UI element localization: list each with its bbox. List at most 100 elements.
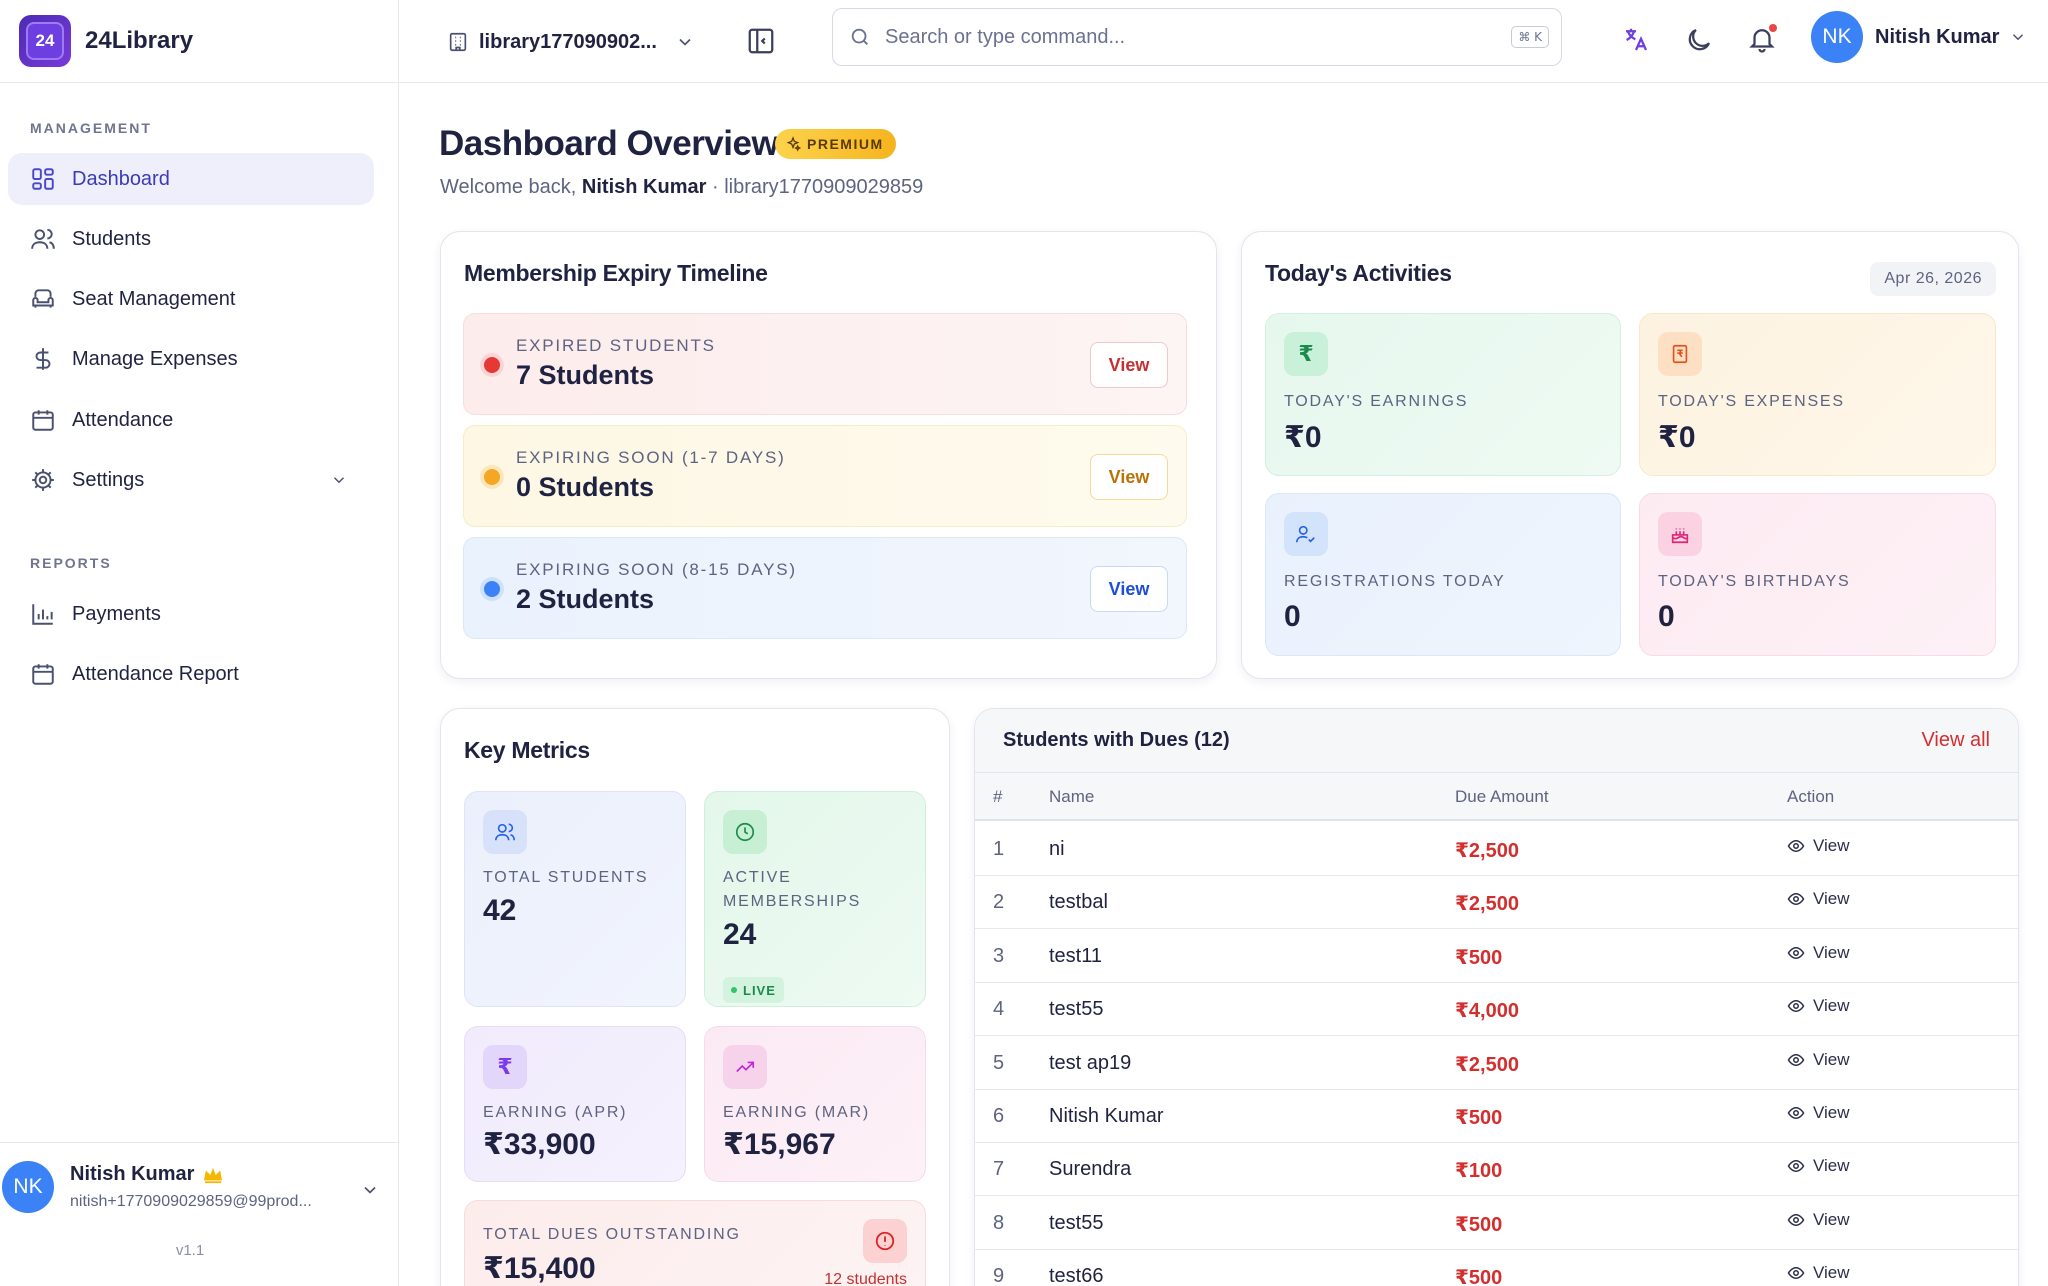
student-name: Surendra [1049, 1158, 1132, 1181]
sidebar-item-dashboard[interactable]: Dashboard [8, 153, 374, 205]
view-row-button[interactable]: View [1787, 889, 1850, 909]
todays-activities-card: Today's Activities Apr 26, 2026 ₹ TODAY'… [1241, 231, 2019, 679]
user-menu[interactable]: NK Nitish Kumar [1811, 11, 2027, 63]
due-amount: ₹500 [1455, 1267, 1503, 1286]
shortcut-hint: ⌘ K [1511, 26, 1549, 48]
membership-expiry-card: Membership Expiry Timeline EXPIRED STUDE… [440, 231, 1217, 679]
section-management: MANAGEMENT [30, 120, 152, 136]
row-value: 7 Students [516, 360, 655, 390]
chevron-down-icon[interactable] [330, 471, 348, 489]
sidebar-item-attendance[interactable]: Attendance [8, 394, 374, 446]
notification-dot [1769, 24, 1777, 32]
row-index: 1 [993, 838, 1005, 860]
total-dues-tile: TOTAL DUES OUTSTANDING ₹15,400 12 studen… [464, 1200, 926, 1286]
eye-icon [1787, 946, 1805, 959]
clock-icon [723, 810, 767, 854]
sidebar-item-label: Settings [72, 468, 145, 491]
sidebar-item-attendance-report[interactable]: Attendance Report [8, 648, 374, 700]
view-row-button[interactable]: View [1787, 1050, 1850, 1070]
students-with-dues-card: Students with Dues (12) View all # Name … [974, 708, 2019, 1286]
view-row-button[interactable]: View [1787, 836, 1850, 856]
student-name: Nitish Kumar [1049, 1105, 1164, 1127]
registrations-today-tile: REGISTRATIONS TODAY 0 [1265, 493, 1621, 656]
student-name: test11 [1049, 944, 1102, 967]
notifications-button[interactable] [1747, 24, 1777, 54]
users-icon [31, 228, 55, 249]
eye-icon [1787, 1267, 1805, 1280]
view-label: View [1813, 1209, 1850, 1229]
view-expired-button[interactable]: View [1090, 342, 1168, 388]
app-version: v1.1 [175, 1242, 205, 1259]
view-expiring-15-button[interactable]: View [1090, 566, 1168, 612]
row-index: 5 [993, 1051, 1005, 1074]
dollar-icon [35, 348, 51, 370]
row-index: 2 [993, 891, 1005, 914]
view-row-button[interactable]: View [1787, 1263, 1850, 1283]
tile-value: ₹0 [1284, 421, 1322, 454]
student-name: test55 [1049, 998, 1104, 1021]
dues-header: Students with Dues (12) View all [975, 709, 2018, 773]
tile-label: TODAY'S EARNINGS [1284, 393, 1469, 410]
view-label: View [1813, 996, 1850, 1016]
page-title: Dashboard Overview [439, 124, 779, 163]
premium-label: PREMIUM [807, 136, 884, 152]
alert-circle-icon [863, 1219, 907, 1263]
library-name: library177090902... [479, 30, 657, 53]
search-icon [851, 28, 868, 45]
search-bar[interactable]: ⌘ K [832, 8, 1562, 66]
view-row-button[interactable]: View [1787, 943, 1850, 963]
table-row: 4 test55 ₹4,000 View [975, 983, 2018, 1037]
student-name: test66 [1049, 1265, 1104, 1286]
sidebar-user-card[interactable]: NK Nitish Kumar nitish+1770909029859@99p… [0, 1142, 398, 1286]
table-row: 2 testbal ₹2,500 View [975, 876, 2018, 930]
chevron-down-icon[interactable] [360, 1180, 380, 1200]
sidebar-item-students[interactable]: Students [8, 213, 374, 265]
calendar-icon [32, 664, 54, 685]
view-row-button[interactable]: View [1787, 1103, 1850, 1123]
eye-icon [1787, 1053, 1805, 1066]
due-amount: ₹500 [1455, 1213, 1503, 1236]
sidebar-item-payments[interactable]: Payments [8, 588, 374, 640]
section-reports: REPORTS [30, 555, 112, 571]
brand[interactable]: 24 24Library [0, 0, 398, 83]
view-row-button[interactable]: View [1787, 1210, 1850, 1230]
sidebar-item-seat-management[interactable]: Seat Management [8, 273, 374, 325]
sidebar: 24 24Library MANAGEMENT Dashboard Studen… [0, 0, 399, 1286]
view-row-button[interactable]: View [1787, 1156, 1850, 1176]
due-amount: ₹2,500 [1455, 893, 1519, 916]
table-row: 3 test11 ₹500 View [975, 930, 2018, 983]
view-expiring-7-button[interactable]: View [1090, 454, 1168, 500]
row-index: 3 [993, 944, 1005, 967]
moon-icon[interactable] [1684, 25, 1714, 55]
due-amount: ₹2,500 [1455, 840, 1519, 862]
rupee-icon: ₹ [483, 1045, 527, 1089]
dues-student-count: 12 students [824, 1271, 907, 1286]
tile-label: REGISTRATIONS TODAY [1284, 573, 1506, 590]
sidebar-item-manage-expenses[interactable]: Manage Expenses [8, 333, 374, 385]
tile-value: 0 [1284, 600, 1301, 633]
brand-logo-text: 24 [26, 22, 64, 60]
row-index: 8 [993, 1211, 1005, 1234]
tile-label: TOTAL STUDENTS [483, 869, 649, 886]
eye-icon [1787, 1000, 1805, 1013]
status-dot [484, 469, 500, 485]
library-selector[interactable]: library177090902... [447, 22, 695, 62]
earning-mar-tile: EARNING (MAR) ₹15,967 [704, 1026, 926, 1182]
sidebar-toggle-icon[interactable] [746, 26, 776, 56]
sidebar-item-settings[interactable]: Settings [8, 454, 374, 506]
expiring-15-days-row: EXPIRING SOON (8-15 DAYS) 2 Students Vie… [463, 537, 1187, 639]
dashboard-icon [32, 168, 54, 190]
key-metrics-card: Key Metrics TOTAL STUDENTS 42 ACTIVE MEM… [440, 708, 950, 1286]
tile-value: 42 [483, 894, 517, 927]
view-label: View [1813, 1156, 1850, 1176]
todays-earnings-tile: ₹ TODAY'S EARNINGS ₹0 [1265, 313, 1621, 476]
due-amount: ₹100 [1455, 1160, 1503, 1183]
rupee-icon: ₹ [1284, 332, 1328, 376]
search-input[interactable] [885, 25, 1485, 49]
view-all-link[interactable]: View all [1921, 729, 1990, 751]
translate-icon[interactable] [1621, 25, 1651, 55]
view-row-button[interactable]: View [1787, 996, 1850, 1016]
bell-icon [1749, 29, 1775, 53]
row-label: EXPIRING SOON (1-7 DAYS) [516, 448, 786, 467]
student-name: test ap19 [1049, 1051, 1132, 1074]
